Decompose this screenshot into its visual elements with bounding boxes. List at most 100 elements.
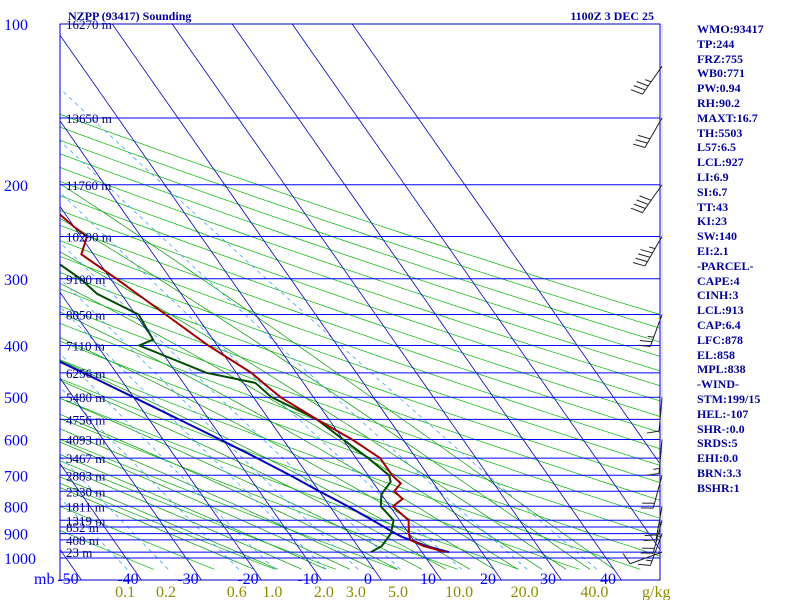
wind-barb-staff bbox=[655, 506, 663, 540]
temperature-tick-label: -20 bbox=[237, 571, 258, 588]
temperature-tick-label: 40 bbox=[600, 571, 616, 588]
index-row: WMO:93417 bbox=[697, 22, 764, 36]
pressure-label: 1000 bbox=[4, 551, 36, 568]
wind-barb-staff bbox=[642, 184, 663, 213]
wind-barb bbox=[643, 506, 663, 542]
height-label: 5480 m bbox=[66, 390, 105, 405]
mixing-ratio-label: 20.0 bbox=[511, 584, 539, 600]
pressure-label: 700 bbox=[4, 468, 28, 485]
mixing-ratio-label: 0.1 bbox=[115, 584, 135, 600]
index-row: BRN:3.3 bbox=[697, 465, 742, 480]
dry-adiabat-line bbox=[60, 240, 660, 450]
index-row: LCL:913 bbox=[697, 303, 744, 318]
wind-barb-half bbox=[645, 559, 653, 562]
wind-barb-full bbox=[638, 563, 651, 567]
wind-barb-full bbox=[646, 472, 660, 476]
dry-adiabat-line bbox=[60, 126, 660, 329]
dry-adiabat-line bbox=[60, 255, 660, 466]
height-label: 408 m bbox=[66, 533, 99, 548]
height-label: 6256 m bbox=[66, 366, 105, 381]
dry-adiabat-line bbox=[60, 397, 519, 570]
index-row: STM:199/15 bbox=[697, 391, 761, 406]
pressure-label: 600 bbox=[4, 433, 28, 450]
isotherm-line bbox=[60, 463, 142, 580]
wind-barb-full bbox=[637, 253, 651, 258]
wind-barb-full bbox=[632, 143, 646, 148]
mixing-ratio-label: 0.2 bbox=[156, 584, 176, 600]
isotherm-line bbox=[111, 24, 502, 580]
wind-barb bbox=[630, 65, 663, 95]
wind-barb-full bbox=[646, 430, 660, 434]
wind-barb-full bbox=[637, 134, 651, 140]
dry-adiabat-line bbox=[60, 288, 660, 501]
index-row: RH:90.2 bbox=[697, 95, 740, 110]
moist-adiabat-line bbox=[60, 428, 375, 570]
temperature-trace bbox=[60, 213, 447, 554]
pressure-label: 200 bbox=[4, 178, 28, 195]
temperature-tick-label: -40 bbox=[117, 571, 138, 588]
index-row: MAXT:16.7 bbox=[697, 110, 758, 125]
index-row: TT:43 bbox=[697, 199, 729, 214]
mixing-ratio-line bbox=[60, 140, 528, 570]
wind-barb-staff bbox=[644, 117, 663, 148]
isotherm-line bbox=[351, 24, 660, 465]
temperature-tick-label: -10 bbox=[297, 571, 318, 588]
wind-barb bbox=[638, 533, 663, 567]
wind-barb-full bbox=[633, 85, 646, 91]
index-row: -PARCEL- bbox=[697, 258, 754, 273]
moist-adiabat-line bbox=[60, 465, 303, 570]
isobars bbox=[60, 23, 660, 559]
index-row: EL:858 bbox=[697, 347, 736, 362]
isotherm-line bbox=[0, 24, 21, 580]
wind-barb-full bbox=[635, 139, 648, 144]
wind-barb-full bbox=[643, 539, 657, 542]
height-label: 13650 m bbox=[66, 111, 112, 126]
temperature-tick-label: 20 bbox=[480, 571, 496, 588]
index-row: WB0:771 bbox=[697, 66, 745, 81]
wind-barb-half bbox=[648, 246, 656, 250]
wind-barb-full bbox=[636, 199, 649, 205]
mixing-ratio-lines bbox=[60, 88, 598, 570]
wind-barb-staff bbox=[644, 236, 663, 267]
index-row: SHR-:0.0 bbox=[697, 421, 745, 436]
mixing-ratio-label: 40.0 bbox=[580, 584, 608, 600]
index-row: EHI:0.0 bbox=[697, 451, 739, 466]
wind-barb bbox=[632, 117, 663, 148]
mixing-ratio-line bbox=[60, 88, 598, 570]
dry-adiabat-line bbox=[60, 139, 660, 343]
dry-adiabat-line bbox=[60, 305, 660, 519]
isotherm-line bbox=[60, 291, 262, 580]
dry-adiabat-line bbox=[60, 438, 398, 570]
height-label: 8050 m bbox=[66, 308, 105, 323]
dry-adiabat-line bbox=[60, 153, 660, 357]
wind-barb-full bbox=[635, 257, 648, 263]
index-row: CAPE:4 bbox=[697, 273, 740, 288]
wind-barb-full bbox=[630, 89, 643, 95]
isotherms bbox=[0, 24, 660, 580]
wind-barb-full bbox=[644, 534, 657, 537]
temperature-tick-label: -30 bbox=[177, 571, 198, 588]
moist-adiabat-line bbox=[60, 453, 327, 570]
height-label: 16270 m bbox=[66, 17, 112, 32]
wind-barb-full bbox=[639, 340, 653, 343]
index-row: SRDS:5 bbox=[697, 436, 738, 451]
isotherm-line bbox=[291, 24, 660, 551]
wind-barb-half bbox=[645, 79, 652, 83]
isotherm-line bbox=[60, 120, 382, 580]
height-label: 9100 m bbox=[66, 272, 105, 287]
mixing-ratio-label: 3.0 bbox=[346, 584, 366, 600]
mixing-ratio-label: 5.0 bbox=[388, 584, 408, 600]
wind-barb bbox=[646, 439, 663, 476]
dry-adiabat-line bbox=[60, 113, 660, 315]
height-label: 2883 m bbox=[66, 468, 105, 483]
moist-adiabat-line bbox=[60, 397, 423, 570]
wind-barb bbox=[630, 184, 663, 214]
index-row: -WIND- bbox=[697, 377, 739, 392]
isotherm-line bbox=[171, 24, 562, 580]
plot-frame bbox=[59, 23, 661, 581]
wind-barb bbox=[640, 520, 663, 554]
dry-adiabat-line bbox=[60, 209, 660, 417]
index-row: LI:6.9 bbox=[697, 169, 729, 184]
wind-barb-full bbox=[640, 249, 653, 254]
